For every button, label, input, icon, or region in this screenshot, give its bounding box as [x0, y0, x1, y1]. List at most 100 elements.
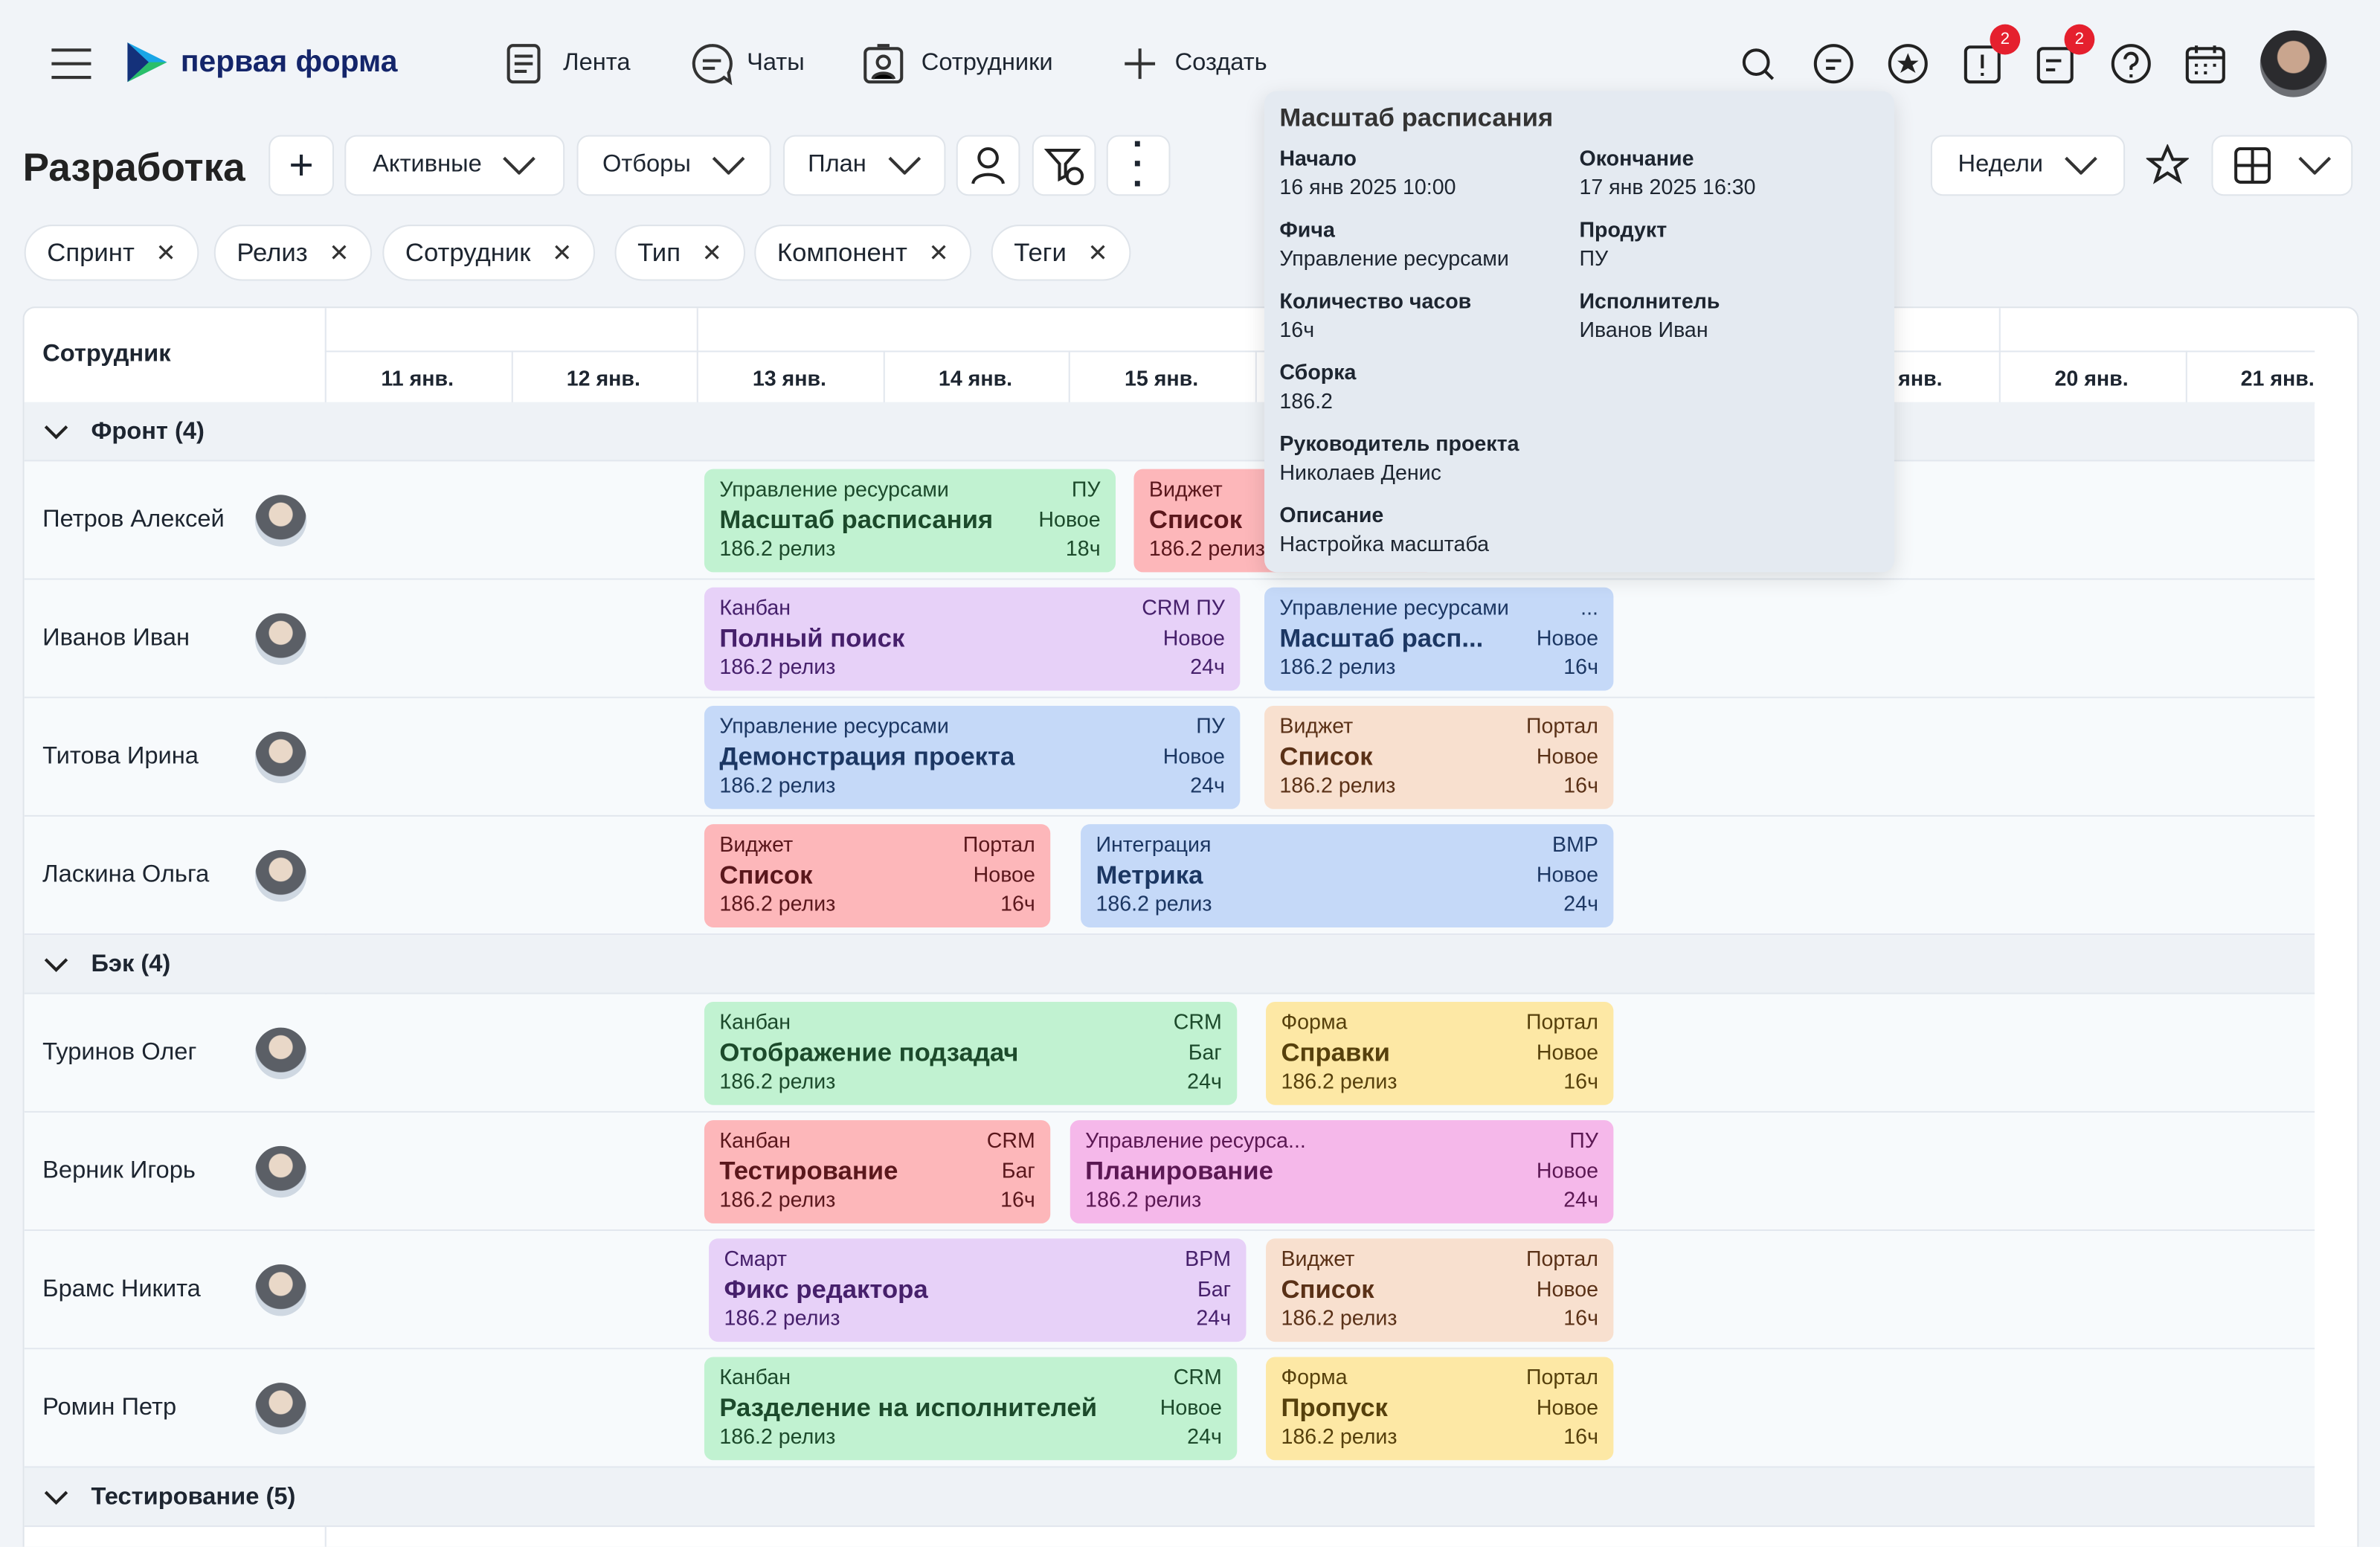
chats-icon: [692, 44, 733, 86]
card-tag: BMP: [1552, 832, 1598, 857]
field-value: 16 янв 2025 10:00: [1279, 174, 1456, 199]
employee-name: Брамс Никита: [42, 1276, 201, 1303]
card-line: Канбан CRM ПУ: [719, 594, 1225, 623]
nav-chats[interactable]: Чаты: [747, 50, 805, 77]
filter-chip[interactable]: Теги ✕: [991, 225, 1131, 281]
week-divider: [1998, 308, 2001, 351]
date-label: 20 янв.: [2054, 365, 2129, 390]
card-release: 186.2 релиз: [1279, 772, 1396, 797]
tooltip-field: Начало 16 янв 2025 10:00: [1279, 144, 1579, 216]
group-header[interactable]: Тестирование (5): [24, 1467, 2315, 1528]
filter-chip[interactable]: Тип ✕: [614, 225, 745, 281]
chip-remove[interactable]: ✕: [155, 240, 176, 267]
logo-text: первая форма: [180, 45, 398, 80]
field-label: Руководитель проекта: [1279, 431, 1519, 456]
group-chevron[interactable]: [25, 422, 86, 440]
card-line: Полный поиск Новое: [719, 623, 1225, 653]
task-card[interactable]: Виджет Портал Список Новое 186.2 релиз 16ч: [704, 824, 1051, 927]
employee-name: Верник Игорь: [42, 1158, 196, 1184]
chip-label: Теги: [1014, 237, 1067, 267]
tooltip-field: Количество часов 16ч: [1279, 287, 1579, 358]
calendar-button[interactable]: [2184, 42, 2227, 85]
card-line: Демонстрация проекта Новое: [719, 742, 1225, 771]
card-line: 186.2 релиз: [1149, 534, 1419, 564]
chip-remove[interactable]: ✕: [329, 240, 350, 267]
task-card[interactable]: Смарт BPM Фикс редактора Баг 186.2 релиз 24ч: [709, 1238, 1247, 1342]
filter-chip[interactable]: Сотрудник ✕: [382, 225, 595, 281]
group-chevron[interactable]: [25, 1488, 86, 1506]
card-status: Новое: [1160, 1394, 1222, 1419]
card-line: Виджет Портал: [1281, 1244, 1598, 1274]
task-card[interactable]: Управление ресурсами ПУ Демонстрация проек…: [704, 705, 1241, 809]
tasks-button[interactable]: [2036, 42, 2078, 85]
filter-chip[interactable]: Релиз ✕: [213, 225, 373, 281]
card-title: Масштаб расписания: [719, 504, 994, 534]
chip-remove[interactable]: ✕: [1087, 240, 1108, 267]
task-card[interactable]: Канбан CRM Тестирование Баг 186.2 релиз 16ч: [704, 1120, 1051, 1223]
card-line: Список Новое: [719, 860, 1035, 890]
filter-chip[interactable]: Спринт ✕: [24, 225, 199, 281]
menu-button[interactable]: [50, 42, 92, 85]
card-title: Справки: [1281, 1037, 1390, 1067]
dropdown[interactable]: План: [783, 135, 946, 196]
card-tag: BPM: [1185, 1246, 1232, 1271]
card-tag: ПУ: [1071, 476, 1101, 501]
layout-dropdown[interactable]: [2211, 135, 2353, 196]
task-card[interactable]: Интеграция BMP Метрика Новое 186.2 релиз 24ч: [1081, 824, 1614, 927]
assignee-button[interactable]: [956, 135, 1020, 196]
task-card[interactable]: Виджет Портал Список Новое 186.2 релиз 16ч: [1266, 1238, 1614, 1342]
help-button[interactable]: [2110, 42, 2152, 85]
alerts-button[interactable]: [1961, 42, 2004, 85]
card-title: Список: [1279, 741, 1373, 771]
card-line: Управление ресурса... ПУ: [1085, 1126, 1598, 1156]
task-card[interactable]: Форма Портал Пропуск Новое 186.2 релиз 16ч: [1266, 1357, 1614, 1461]
dropdown[interactable]: Активные: [344, 135, 565, 196]
task-card[interactable]: Канбан CRM Отображение подзадач Баг 186.2 ре…: [704, 1001, 1238, 1105]
more-button[interactable]: · · ·: [1106, 126, 1171, 202]
field-label: Окончание: [1579, 145, 1694, 170]
nav-feed[interactable]: Лента: [563, 50, 631, 77]
card-hours: 16ч: [1563, 1424, 1598, 1448]
card-line: Отображение подзадач Баг: [719, 1038, 1222, 1067]
employee-row: Иванов Иван Канбан CRM ПУ Полный поиск Новое…: [24, 579, 2315, 698]
card-status: Новое: [1162, 742, 1225, 768]
chip-remove[interactable]: ✕: [928, 240, 949, 267]
view-dropdown[interactable]: Недели: [1930, 135, 2126, 196]
task-card[interactable]: Канбан CRM Разделение на исполнителей Новое…: [704, 1357, 1238, 1461]
group-header[interactable]: Фронт (4): [24, 402, 2315, 462]
add-button[interactable]: +: [268, 135, 334, 196]
nav-staff[interactable]: Сотрудники: [921, 50, 1053, 77]
star-button[interactable]: [2146, 144, 2189, 187]
dropdown[interactable]: Отборы: [576, 135, 771, 196]
group-chevron[interactable]: [25, 956, 86, 974]
task-card[interactable]: Канбан CRM ПУ Полный поиск Новое 186.2 релиз…: [704, 587, 1241, 691]
task-card[interactable]: Управление ресурсами ПУ Масштаб расписания…: [704, 469, 1116, 573]
user-avatar[interactable]: [2260, 30, 2327, 97]
tooltip-field: Продукт ПУ: [1579, 216, 1879, 287]
filter-button[interactable]: [1032, 135, 1096, 196]
nav-create[interactable]: Создать: [1174, 50, 1267, 77]
day-divider: [1998, 350, 2001, 402]
search-button[interactable]: [1740, 45, 1776, 82]
card-status: Новое: [973, 861, 1035, 886]
chip-remove[interactable]: ✕: [701, 240, 722, 267]
task-card[interactable]: Виджет Портал Список Новое 186.2 релиз 16ч: [1264, 705, 1614, 809]
card-status: Новое: [1038, 506, 1101, 531]
favorites-button[interactable]: [1887, 42, 1929, 85]
employee-avatar: [254, 495, 307, 547]
row-line: [24, 814, 2315, 817]
employee-row: Петров Алексей Управление ресурсами ПУ Масш…: [24, 461, 2315, 580]
create-icon: [1125, 48, 1156, 80]
card-title: Тестирование: [719, 1156, 898, 1185]
field-value: ПУ: [1579, 245, 1609, 271]
card-line: 186.2 релиз 24ч: [719, 1422, 1222, 1452]
group-header[interactable]: Бэк (4): [24, 935, 2315, 994]
task-card[interactable]: Управление ресурса... ПУ Планирование Новое…: [1070, 1120, 1614, 1223]
card-release: 186.2 релиз: [724, 1305, 840, 1330]
task-card[interactable]: Управление ресурсами... Масштаб расп... Но…: [1264, 587, 1614, 691]
employee-name: Титова Ирина: [42, 743, 199, 770]
messages-button[interactable]: [1813, 42, 1855, 85]
chip-remove[interactable]: ✕: [552, 240, 573, 267]
filter-chip[interactable]: Компонент ✕: [754, 225, 972, 281]
task-card[interactable]: Форма Портал Справки Новое 186.2 релиз 16ч: [1266, 1001, 1614, 1105]
